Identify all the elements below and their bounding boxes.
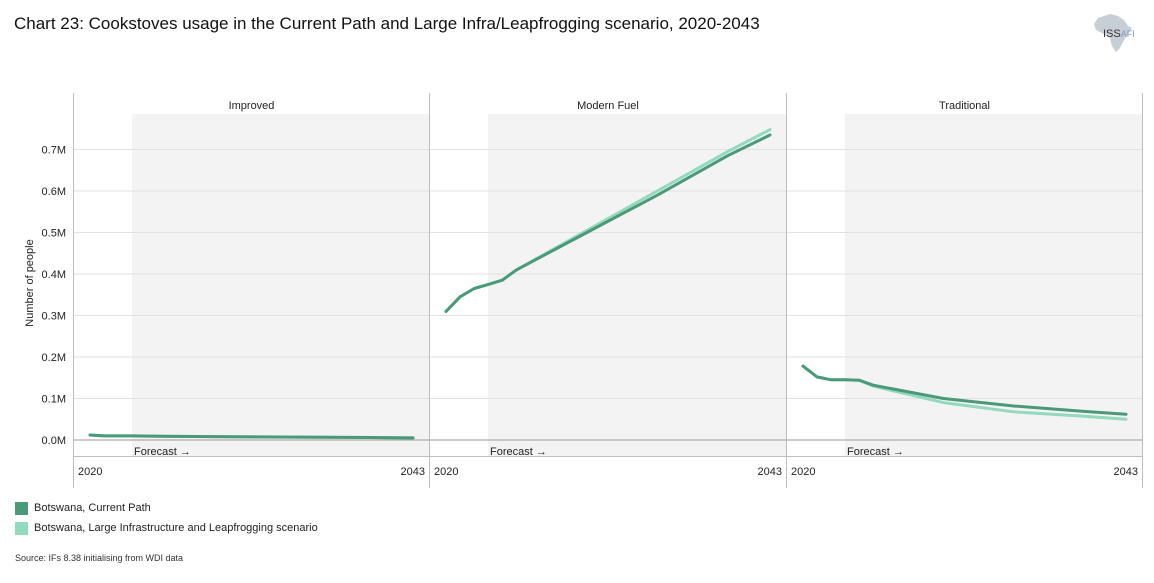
panel-title: Modern Fuel xyxy=(577,100,639,112)
panel-title: Traditional xyxy=(939,100,990,112)
legend: Botswana, Current Path Botswana, Large I… xyxy=(15,498,318,538)
source-note: Source: IFs 8.38 initialising from WDI d… xyxy=(15,553,184,563)
series-line-current-path xyxy=(88,433,415,440)
x-tick-label: 2020 xyxy=(791,466,815,478)
forecast-label: Forecast → xyxy=(847,446,904,458)
forecast-shading xyxy=(488,114,786,456)
y-tick-label: 0.6M xyxy=(42,186,66,198)
chart-title: Chart 23: Cookstoves usage in the Curren… xyxy=(14,14,760,33)
legend-swatch-large-infra xyxy=(15,521,28,535)
x-tick-label: 2043 xyxy=(1114,466,1138,478)
y-tick-label: 0.7M xyxy=(42,145,66,157)
legend-label: Botswana, Large Infrastructure and Leapf… xyxy=(34,522,318,534)
forecast-label: Forecast → xyxy=(134,446,191,458)
legend-label: Botswana, Current Path xyxy=(34,502,151,514)
y-tick-label: 0.1M xyxy=(42,394,66,406)
x-tick-label: 2020 xyxy=(78,466,102,478)
y-tick-label: 0.4M xyxy=(42,269,66,281)
logo-subtext: AFI xyxy=(1120,29,1135,39)
x-tick-label: 2043 xyxy=(758,466,782,478)
series-line-current-path xyxy=(444,133,772,313)
legend-swatch-current-path xyxy=(15,501,28,515)
series-line-current-path xyxy=(801,364,1128,416)
y-tick-label: 0.2M xyxy=(42,352,66,364)
x-tick-label: 2020 xyxy=(434,466,458,478)
africa-map-icon xyxy=(1094,14,1132,52)
y-tick-label: 0.0M xyxy=(42,435,66,447)
forecast-label: Forecast → xyxy=(490,446,547,458)
forecast-shading xyxy=(132,114,429,456)
iss-logo: ISSAFI xyxy=(1103,28,1135,40)
y-tick-label: 0.5M xyxy=(42,228,66,240)
x-tick-label: 2043 xyxy=(401,466,425,478)
y-tick-label: 0.3M xyxy=(42,311,66,323)
panel-title: Improved xyxy=(229,100,275,112)
legend-item: Botswana, Large Infrastructure and Leapf… xyxy=(15,518,318,538)
legend-item: Botswana, Current Path xyxy=(15,498,318,518)
logo-text: ISS xyxy=(1103,28,1121,40)
y-axis-label: Number of people xyxy=(24,239,36,326)
